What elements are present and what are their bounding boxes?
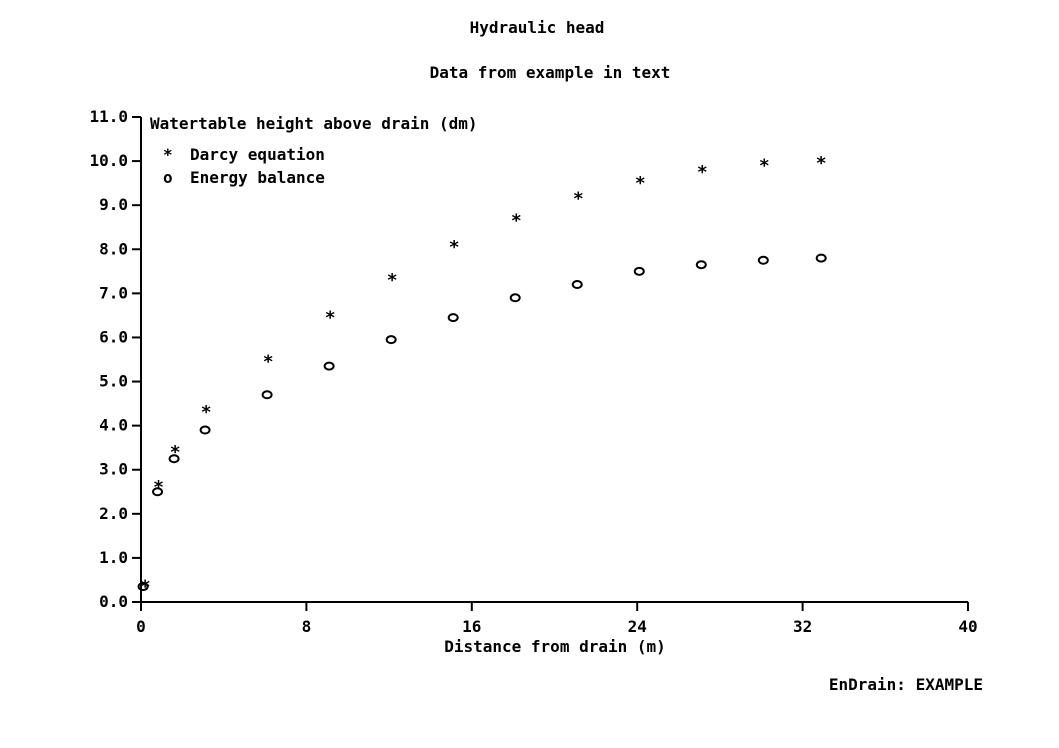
energy-balance-point (815, 253, 827, 263)
footer-label: EnDrain: EXAMPLE (829, 675, 983, 694)
y-tick-label: 10.0 (89, 151, 128, 170)
y-axis-label: Watertable height above drain (dm) (150, 114, 478, 133)
data-points: ************ * * (137, 153, 827, 597)
chart-subtitle: Data from example in text (430, 63, 671, 82)
darcy-equation-point: * (816, 153, 827, 174)
darcy-equation-point: * (635, 173, 646, 194)
legend-marker-darcy: * (163, 145, 173, 164)
energy-balance-point (571, 280, 583, 290)
darcy-equation-point: * (387, 270, 398, 291)
y-tick-label: 9.0 (99, 195, 128, 214)
y-tick-label: 8.0 (99, 239, 128, 258)
energy-balance-point (152, 487, 164, 497)
legend-marker-energy: o (163, 168, 173, 187)
darcy-equation-point: * (449, 237, 460, 258)
y-tick-label: 7.0 (99, 283, 128, 302)
y-axis-ticks: 0.0 1.0 2.0 3.0 4.0 5.0 6.0 7.0 8.0 9.0 10.0 11.0 (89, 107, 141, 611)
energy-balance-point (168, 454, 180, 464)
energy-balance-point (137, 582, 149, 592)
x-axis-ticks: 0 8 16 24 32 40 (136, 602, 978, 636)
y-tick-label: 0.0 (99, 592, 128, 611)
energy-balance-point (695, 260, 707, 270)
legend-label-energy: Energy balance (190, 168, 325, 187)
darcy-equation-point: * (759, 155, 770, 176)
darcy-equation-point: * (573, 188, 584, 209)
x-axis-label: Distance from drain (m) (444, 637, 666, 656)
energy-balance-point (633, 266, 645, 276)
energy-balance-point (385, 335, 397, 345)
darcy-equation-point: * (263, 352, 274, 373)
y-tick-label: 4.0 (99, 416, 128, 435)
x-tick-label: 40 (958, 617, 977, 636)
darcy-equation-point: * (511, 210, 522, 231)
y-tick-label: 11.0 (89, 107, 128, 126)
x-tick-label: 24 (628, 617, 647, 636)
darcy-equation-point: * (697, 162, 708, 183)
y-tick-label: 2.0 (99, 504, 128, 523)
y-tick-label: 1.0 (99, 548, 128, 567)
energy-balance-point (509, 293, 521, 303)
energy-balance-point (323, 361, 335, 371)
energy-balance-point (757, 255, 769, 265)
x-tick-label: 8 (302, 617, 312, 636)
energy-balance-point (199, 425, 211, 435)
darcy-equation-point: * (170, 442, 181, 463)
x-tick-label: 32 (793, 617, 812, 636)
chart-title: Hydraulic head (470, 18, 605, 37)
darcy-equation-point: * (325, 307, 336, 328)
energy-balance-point (261, 390, 273, 400)
legend-label-darcy: Darcy equation (190, 145, 325, 164)
darcy-equation-point: * (140, 576, 151, 597)
legend: * Darcy equation o Energy balance (163, 145, 325, 187)
darcy-equation-point: * (201, 402, 212, 423)
x-tick-label: 0 (136, 617, 146, 636)
y-tick-label: 3.0 (99, 460, 128, 479)
y-tick-label: 5.0 (99, 372, 128, 391)
x-tick-label: 16 (462, 617, 481, 636)
y-tick-label: 6.0 (99, 327, 128, 346)
energy-balance-point (447, 313, 459, 323)
